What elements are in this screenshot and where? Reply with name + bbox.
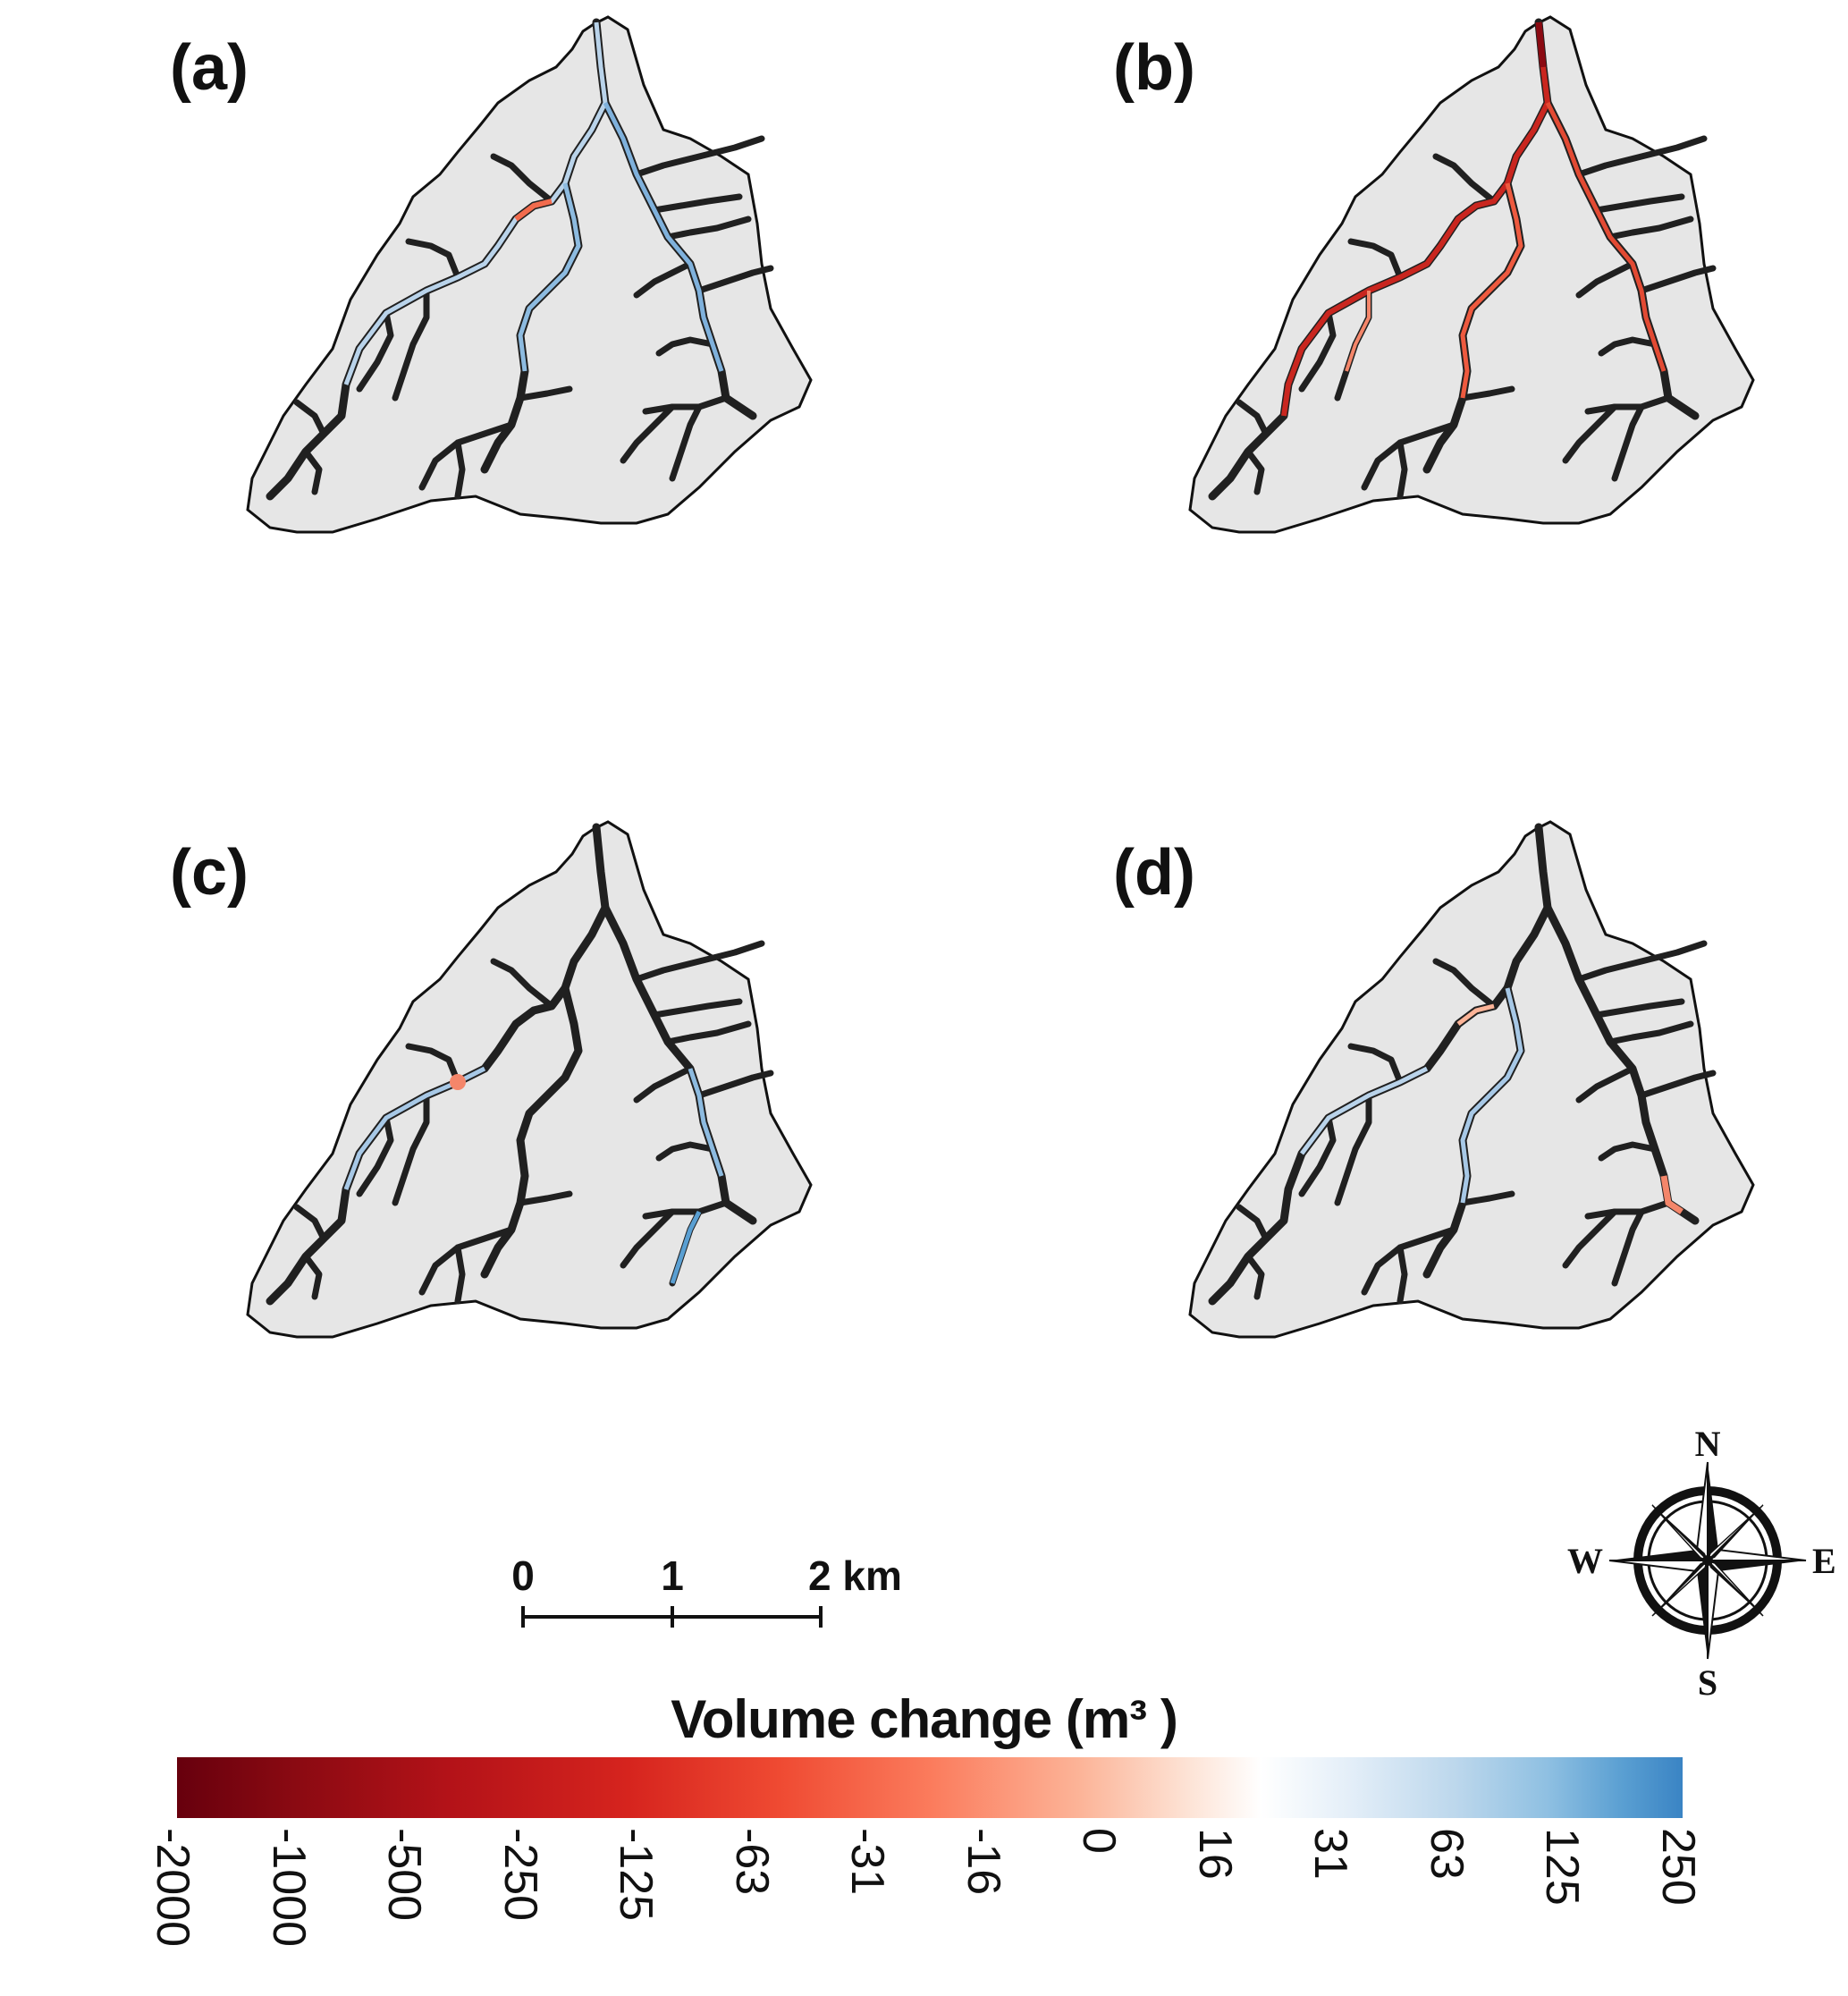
panel-label-b: (b) (1113, 32, 1195, 104)
scale-label-0: 0 (511, 1552, 535, 1599)
compass-n: N (1695, 1424, 1721, 1464)
basin-map-b (1188, 15, 1755, 534)
legend-tick-label: -2000 (147, 1828, 198, 1947)
legend-tick-label: -1000 (262, 1828, 315, 1947)
legend-tick-label: -125 (610, 1828, 662, 1922)
legend-tick-label: 63 (1420, 1828, 1472, 1880)
legend-color-bar (177, 1757, 1683, 1818)
scale-bar: 0 1 2 km (511, 1552, 902, 1628)
compass-s: S (1698, 1662, 1717, 1703)
compass-e: E (1812, 1541, 1836, 1581)
compass-rose-icon: N S E W (1567, 1424, 1836, 1703)
legend-tick-label: -500 (378, 1828, 431, 1922)
legend-tick-label: -16 (957, 1828, 1009, 1896)
legend-tick-label: 31 (1304, 1828, 1357, 1880)
compass-w: W (1567, 1541, 1603, 1581)
legend-tick-label: 125 (1536, 1828, 1589, 1906)
legend-tick-label: -250 (494, 1828, 546, 1922)
panel-label-c: (c) (170, 837, 249, 909)
legend-tick-label: -31 (841, 1828, 894, 1896)
legend-title: Volume change (m³ ) (671, 1689, 1178, 1749)
scale-label-1: 1 (661, 1552, 684, 1599)
basin-map-d (1188, 820, 1755, 1339)
basin-map-a (246, 15, 813, 534)
panel-label-a: (a) (170, 32, 249, 104)
panel-label-d: (d) (1113, 837, 1195, 909)
legend-tick-label: 250 (1652, 1828, 1704, 1906)
legend-tick-label: 16 (1188, 1828, 1241, 1880)
legend-tick-label: -63 (725, 1828, 778, 1896)
legend-tick-label: 0 (1073, 1828, 1126, 1854)
basin-map-c (246, 820, 813, 1339)
scale-label-2: 2 km (808, 1552, 902, 1599)
